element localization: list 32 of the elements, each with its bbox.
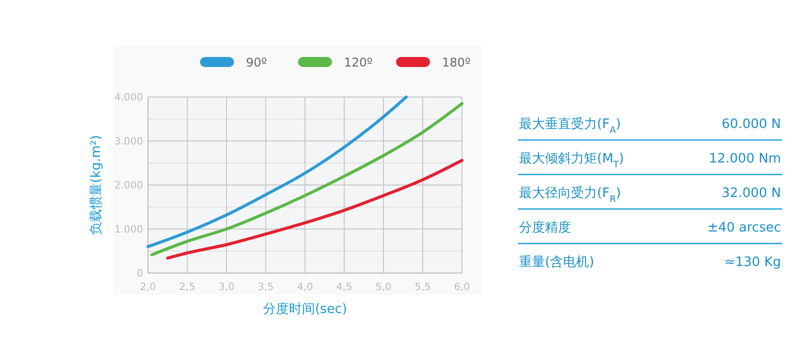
y-tick-label: 0	[136, 268, 143, 280]
text: 32.000 N	[722, 186, 781, 201]
legend-label: 120º	[344, 56, 373, 70]
text: 12.000 Nm	[708, 152, 781, 166]
line-series	[150, 102, 464, 256]
legend-label: 90º	[246, 56, 268, 70]
y-tick-label: 1.000	[114, 224, 143, 236]
line-series	[166, 158, 464, 260]
text: 重量(含电机)	[519, 255, 594, 270]
text: ≈130 Kg	[724, 255, 781, 270]
x-tick-label: 5,0	[376, 282, 392, 293]
text: 最大倾斜力矩(M$_{T}$)	[519, 152, 624, 170]
x-tick-label: 5,5	[414, 282, 431, 293]
text: ±40 arcsec	[707, 220, 781, 236]
x-tick-label: 4,5	[336, 282, 352, 293]
text: 分度精度	[519, 220, 571, 236]
y-tick-label: 2.000	[114, 180, 143, 192]
x-tick-label: 3,0	[218, 282, 234, 293]
y-axis-title: 负载惯量(kg.m²)	[89, 135, 104, 235]
legend-label: 180º	[442, 56, 471, 70]
x-tick-label: 6,0	[454, 282, 470, 293]
y-tick-label: 4.000	[114, 92, 143, 104]
text: 最大径向受力(F$_{R}$)	[519, 186, 621, 205]
y-tick-label: 3.000	[114, 136, 143, 148]
x-tick-label: 4,0	[297, 282, 313, 293]
x-tick-label: 2,0	[140, 282, 156, 293]
text: 最大垂直受力(F$_{A}$)	[519, 117, 621, 136]
x-axis-title: 分度时间(sec)	[262, 301, 348, 317]
text: 60.000 N	[722, 117, 781, 132]
line-series	[146, 96, 408, 248]
x-tick-label: 2,5	[179, 282, 196, 293]
x-tick-label: 3,5	[258, 282, 274, 293]
